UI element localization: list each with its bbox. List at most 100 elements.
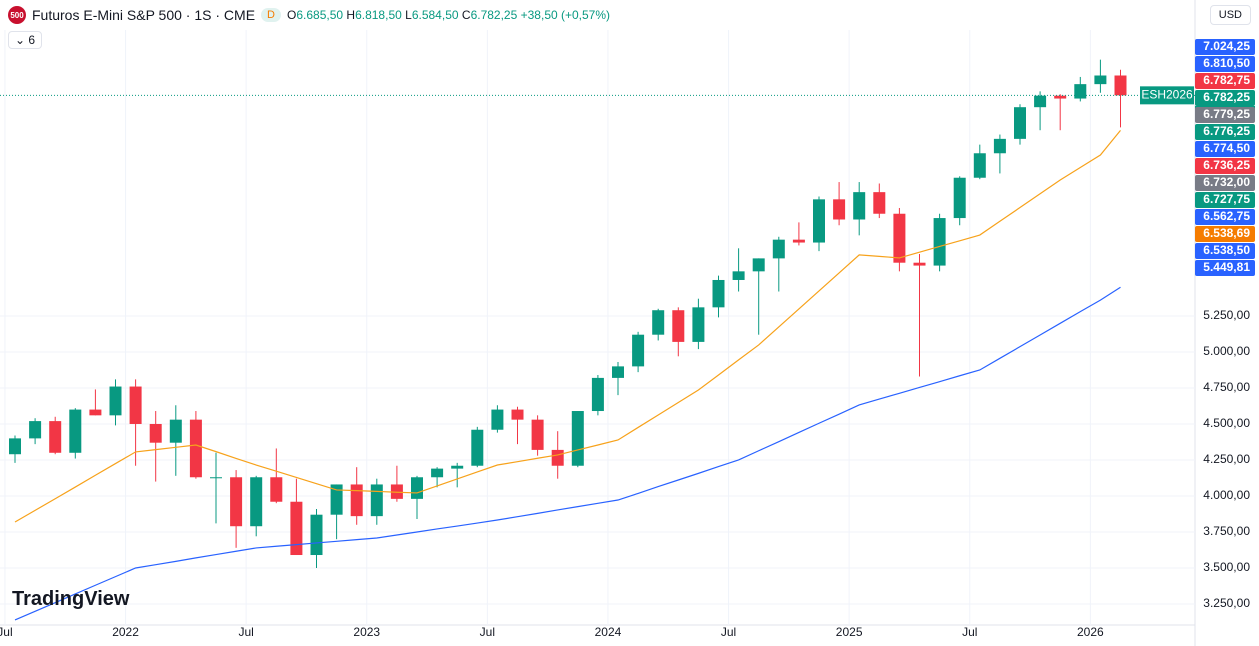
- y-tick-label: 3.750,00: [1203, 524, 1250, 538]
- h-value: 6.818,50: [355, 8, 402, 22]
- candle-body: [411, 477, 423, 499]
- candle-body: [250, 477, 263, 527]
- price-label-bg: [1195, 209, 1255, 225]
- price-label-bg: [1195, 124, 1255, 140]
- price-label-bg: [1195, 226, 1255, 242]
- candle-body: [1114, 75, 1127, 96]
- candle-body: [792, 239, 805, 243]
- candle-body: [29, 421, 42, 439]
- candle-body: [913, 262, 926, 266]
- candle-body: [813, 199, 825, 243]
- l-value: 6.584,50: [411, 8, 459, 22]
- price-label: 6.538,50: [1203, 243, 1250, 257]
- candle-body: [893, 213, 906, 263]
- y-tick-label: 4.000,00: [1203, 488, 1250, 502]
- candle-body: [210, 477, 222, 479]
- price-label-bg: [1195, 192, 1255, 208]
- candle-body: [652, 310, 665, 335]
- price-label-bg: [1195, 56, 1255, 72]
- candle-body: [833, 199, 846, 220]
- candle-body: [230, 477, 243, 527]
- candle-body: [89, 409, 102, 416]
- candle-body: [1054, 95, 1067, 99]
- indicators-toggle[interactable]: ⌄ 6: [8, 31, 43, 49]
- candle-body: [853, 192, 866, 220]
- o-label: O: [287, 8, 297, 22]
- price-label: 5.449,81: [1203, 260, 1250, 274]
- price-label: 6.732,00: [1203, 175, 1250, 189]
- price-label: 6.538,69: [1203, 226, 1250, 240]
- x-tick-label: 2025: [836, 625, 863, 639]
- candle-body: [149, 423, 162, 443]
- candle-body: [49, 421, 62, 453]
- candle-body: [612, 366, 624, 378]
- candle-body: [330, 484, 343, 515]
- y-tick-label: 3.500,00: [1203, 560, 1250, 574]
- h-label: H: [346, 8, 356, 22]
- candle-body: [571, 411, 584, 466]
- candle-body: [1074, 84, 1087, 99]
- y-tick-label: 4.250,00: [1203, 452, 1250, 466]
- candle-body: [933, 218, 946, 266]
- o-value: 6.685,50: [296, 8, 344, 22]
- candle-body: [732, 271, 745, 280]
- candle-body: [9, 438, 21, 455]
- c-value: 6.782,25: [470, 8, 518, 22]
- price-label: 6.776,25: [1203, 124, 1250, 138]
- x-tick-label: 2022: [112, 625, 139, 639]
- candle-body: [451, 465, 464, 469]
- candle-body: [591, 377, 604, 412]
- candle-body: [1094, 75, 1107, 85]
- header: 500 Futuros E-Mini S&P 500 · 1S · CME D …: [8, 6, 610, 24]
- price-label-bg: [1195, 90, 1255, 106]
- candle-body: [973, 153, 986, 178]
- price-label-bg: [1195, 141, 1255, 157]
- y-tick-label: 5.000,00: [1203, 344, 1250, 358]
- candle-body: [873, 192, 886, 214]
- candle-body: [310, 514, 323, 556]
- x-tick-label: Jul: [962, 625, 977, 639]
- y-tick-label: 5.250,00: [1203, 308, 1250, 322]
- price-label: 6.736,25: [1203, 158, 1250, 172]
- candle-body: [551, 449, 564, 466]
- price-label: 6.810,50: [1203, 56, 1250, 70]
- candle-body: [772, 239, 785, 259]
- y-tick-label: 4.750,00: [1203, 380, 1250, 394]
- candle-body: [953, 177, 966, 219]
- y-tick-label: 4.500,00: [1203, 416, 1250, 430]
- price-label: 6.779,25: [1203, 107, 1250, 121]
- price-label-bg: [1195, 175, 1255, 191]
- symbol-tag-bg: [1140, 86, 1194, 105]
- x-tick-label: Jul: [0, 625, 13, 639]
- currency-button[interactable]: USD: [1209, 5, 1251, 25]
- candle-body: [169, 419, 182, 443]
- x-tick-label: Jul: [721, 625, 736, 639]
- price-label-bg: [1195, 260, 1255, 276]
- candle-body: [712, 279, 725, 308]
- x-tick-label: 2026: [1077, 625, 1104, 639]
- moving-average: [14, 130, 1121, 523]
- brand[interactable]: TradingView: [12, 588, 130, 610]
- candle-body: [431, 468, 444, 478]
- price-label-bg: [1195, 243, 1255, 259]
- price-label: 6.562,75: [1203, 209, 1250, 223]
- x-tick-label: 2023: [353, 625, 380, 639]
- candle-body: [752, 258, 765, 272]
- candle-body: [129, 386, 142, 424]
- price-label: 6.782,25: [1203, 90, 1250, 104]
- candle-body: [1034, 95, 1047, 108]
- price-label: 6.782,75: [1203, 73, 1250, 87]
- candle-body: [471, 429, 484, 466]
- x-tick-label: Jul: [238, 625, 253, 639]
- candle-body: [672, 310, 685, 342]
- symbol-title[interactable]: Futuros E-Mini S&P 500 · 1S · CME: [32, 7, 256, 23]
- price-label-bg: [1195, 107, 1255, 123]
- y-tick-label: 3.250,00: [1203, 596, 1250, 610]
- candle-body: [189, 419, 202, 478]
- x-tick-label: 2024: [595, 625, 622, 639]
- price-label-bg: [1195, 39, 1255, 55]
- candle-body: [511, 409, 524, 420]
- x-tick-label: Jul: [480, 625, 495, 639]
- symbol-tag: ESH2026: [1141, 88, 1193, 102]
- data-badge[interactable]: D: [261, 8, 281, 22]
